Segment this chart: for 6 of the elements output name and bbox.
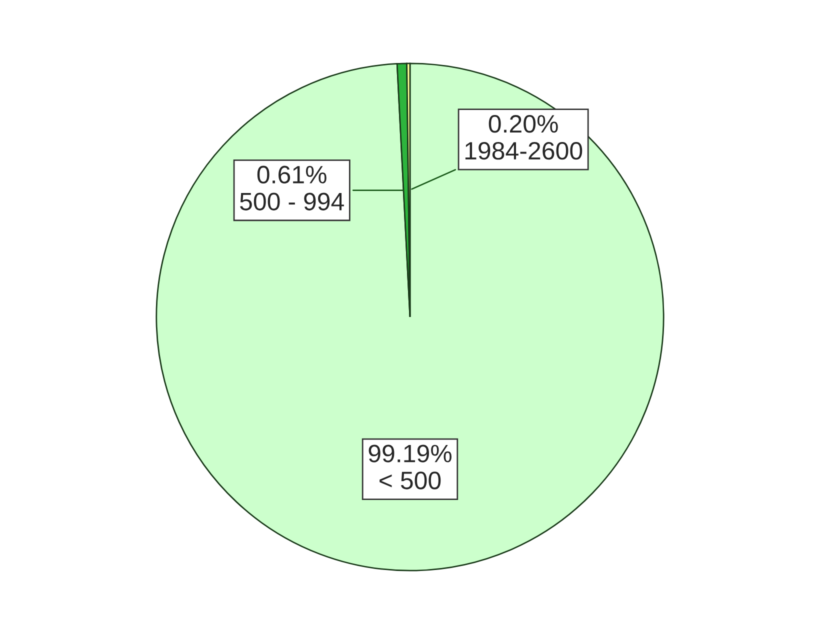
slice-label: 1984-2600: [465, 142, 582, 160]
slice-label: < 500: [380, 472, 441, 490]
data-label: 99.19%: [368, 444, 452, 462]
slice-label: 500 - 994: [240, 192, 344, 210]
data-label: 0.61%: [257, 166, 326, 184]
data-label: 0.20%: [488, 115, 558, 133]
